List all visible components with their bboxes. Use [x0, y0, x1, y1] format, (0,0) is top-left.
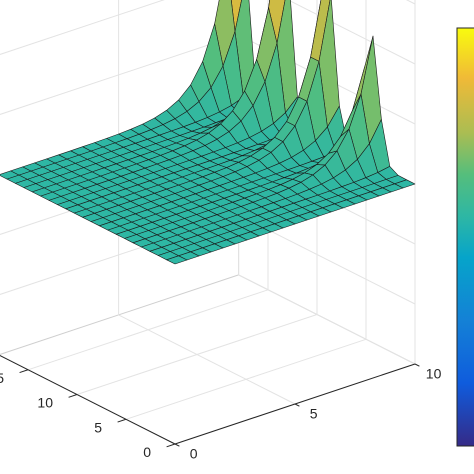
surface-facet	[166, 255, 188, 265]
y-tick-mark	[166, 443, 176, 448]
colorbar	[456, 27, 474, 447]
axes	[0, 355, 416, 445]
x-grid-line	[118, 0, 296, 405]
y-tick-label: 0	[143, 444, 151, 460]
surface-facet	[230, 0, 242, 32]
x-tick-label: 0	[190, 445, 198, 461]
x-grid-line	[238, 0, 416, 365]
y-tick-label: 10	[37, 395, 53, 411]
x-tick-label: 5	[310, 405, 318, 421]
x-tick-mark	[414, 363, 420, 367]
x-tick-mark	[294, 403, 300, 407]
colorbar-gradient	[456, 27, 474, 447]
y-grid-line	[125, 0, 367, 420]
y-tick-label: 15	[0, 370, 4, 386]
z-grid-line	[0, 0, 416, 65]
y-tick-mark	[117, 418, 127, 423]
x-tick-mark	[174, 443, 180, 447]
z-grid-line	[405, 0, 416, 5]
y-tick-mark	[68, 394, 78, 398]
y-axis-line	[0, 355, 176, 445]
x-tick-label: 10	[426, 365, 442, 381]
y-tick-label: 5	[94, 419, 102, 435]
y-grid-line	[27, 0, 269, 371]
y-axis-ticks: 0 5 10 15	[0, 369, 176, 460]
x-axis-ticks: 0 5 10	[174, 363, 442, 461]
y-tick-mark	[19, 369, 29, 374]
surface-mesh	[0, 0, 416, 265]
